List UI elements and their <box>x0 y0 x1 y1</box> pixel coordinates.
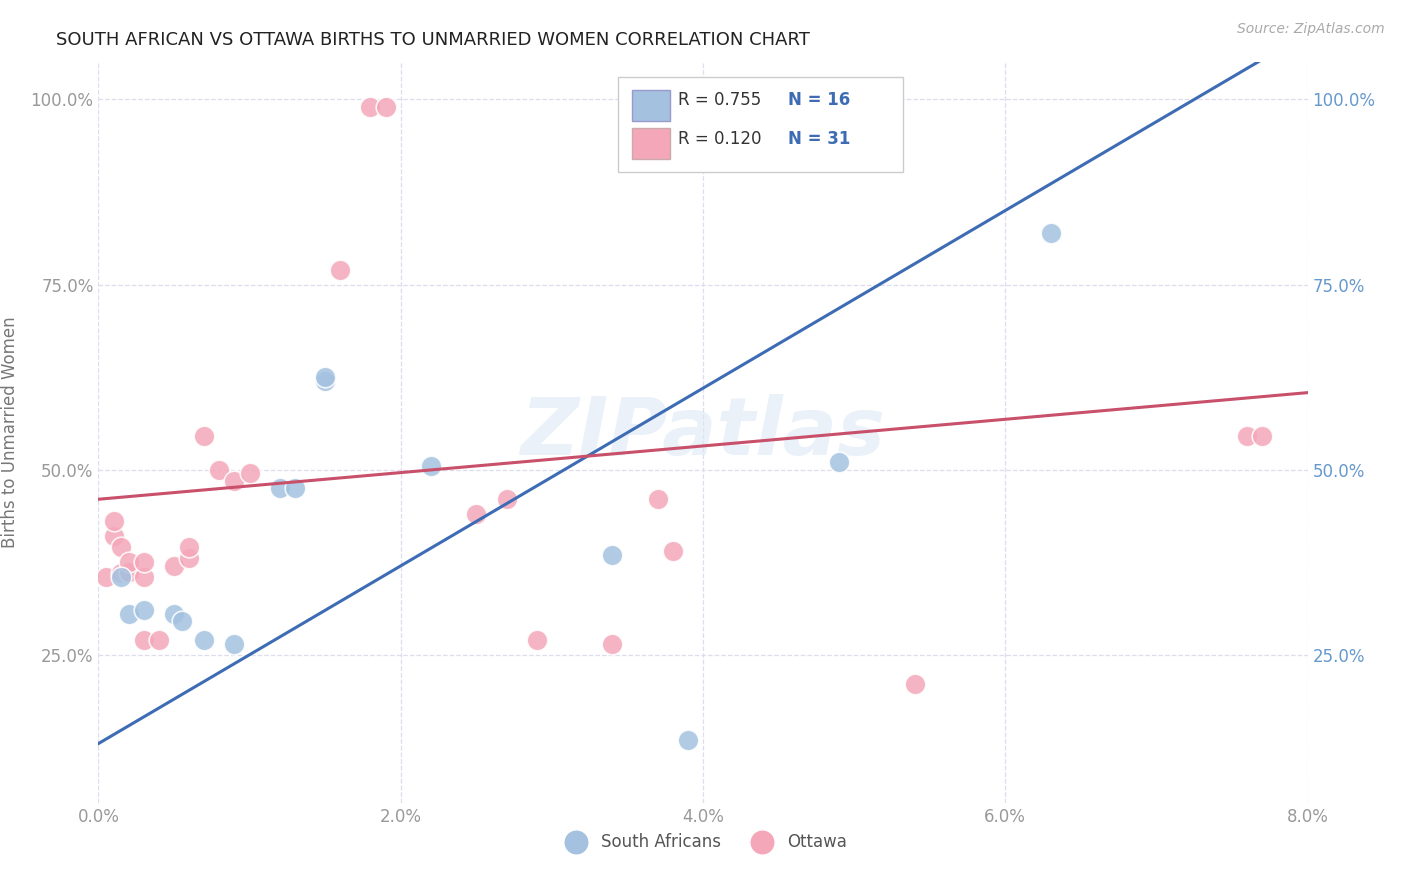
Text: SOUTH AFRICAN VS OTTAWA BIRTHS TO UNMARRIED WOMEN CORRELATION CHART: SOUTH AFRICAN VS OTTAWA BIRTHS TO UNMARR… <box>56 31 810 49</box>
Point <box>132 555 155 569</box>
FancyBboxPatch shape <box>631 90 671 121</box>
Point <box>284 481 307 495</box>
Point <box>314 370 336 384</box>
Legend: South Africans, Ottawa: South Africans, Ottawa <box>553 826 853 857</box>
Point <box>103 529 125 543</box>
FancyBboxPatch shape <box>631 128 671 160</box>
Point <box>360 100 382 114</box>
Text: ZIPatlas: ZIPatlas <box>520 393 886 472</box>
Point <box>224 637 246 651</box>
Point <box>647 492 669 507</box>
Text: Source: ZipAtlas.com: Source: ZipAtlas.com <box>1237 22 1385 37</box>
Point <box>465 507 488 521</box>
FancyBboxPatch shape <box>619 78 903 172</box>
Point <box>828 455 851 469</box>
Point <box>495 492 517 507</box>
Point <box>269 481 291 495</box>
Point <box>676 732 699 747</box>
Point <box>118 607 141 621</box>
Y-axis label: Births to Unmarried Women: Births to Unmarried Women <box>1 317 20 549</box>
Point <box>103 515 125 529</box>
Point <box>224 474 246 488</box>
Point <box>118 566 141 581</box>
Point <box>132 570 155 584</box>
Point <box>526 632 548 647</box>
Point <box>148 632 170 647</box>
Point <box>110 541 132 555</box>
Text: R = 0.755: R = 0.755 <box>678 91 761 109</box>
Point <box>904 677 927 691</box>
Point <box>193 429 215 443</box>
Point <box>1039 226 1062 240</box>
Point <box>163 558 186 573</box>
Point <box>179 551 201 566</box>
Point <box>1251 429 1274 443</box>
Text: R = 0.120: R = 0.120 <box>678 130 761 148</box>
Point <box>118 555 141 569</box>
Text: N = 31: N = 31 <box>787 130 851 148</box>
Point <box>329 262 352 277</box>
Point <box>208 462 231 476</box>
Point <box>661 544 683 558</box>
Point <box>602 548 624 562</box>
Point <box>132 632 155 647</box>
Point <box>132 603 155 617</box>
Point <box>602 637 624 651</box>
Point <box>170 615 193 629</box>
Point <box>314 374 336 388</box>
Point <box>163 607 186 621</box>
Point <box>110 566 132 581</box>
Point <box>374 100 396 114</box>
Point <box>1236 429 1258 443</box>
Point <box>94 570 117 584</box>
Point <box>239 467 262 481</box>
Point <box>420 458 443 473</box>
Text: N = 16: N = 16 <box>787 91 849 109</box>
Point <box>118 565 141 579</box>
Point <box>193 632 215 647</box>
Point <box>110 570 132 584</box>
Point <box>179 541 201 555</box>
